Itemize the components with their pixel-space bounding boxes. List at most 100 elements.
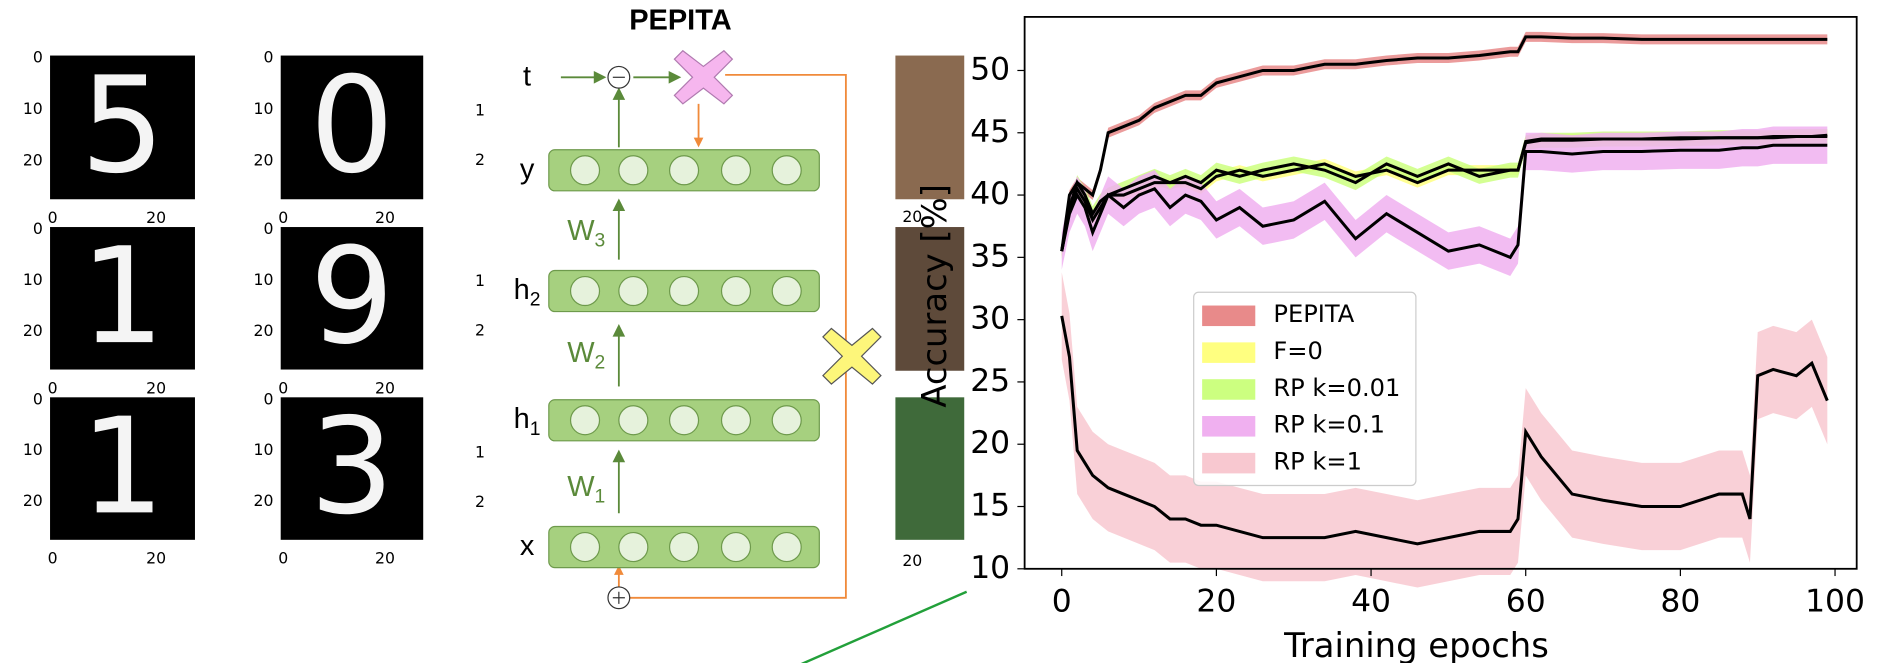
mnist-x-tick: 0 — [278, 549, 288, 568]
mnist-x-tick: 20 — [375, 549, 395, 568]
weight-label: W1 — [567, 471, 605, 508]
y-tick-label: 50 — [970, 51, 1010, 87]
cifar-y-tick: 1 — [475, 442, 485, 461]
layer-label-base: h — [514, 274, 530, 306]
mnist-y-tick: 0 — [263, 389, 273, 408]
y-tick-label: 45 — [970, 114, 1010, 150]
mnist-y-tick: 10 — [253, 99, 273, 118]
mnist-y-tick: 0 — [33, 48, 43, 67]
mnist-y-tick: 10 — [253, 270, 273, 289]
layer-label-base: x — [520, 530, 535, 562]
cifar-image — [895, 397, 964, 540]
legend-patch — [1202, 342, 1255, 363]
cifar-y-tick: 1 — [475, 271, 485, 290]
weight-label-base: W — [567, 471, 595, 503]
cifar-x-tick: 20 — [902, 551, 922, 570]
mnist-y-tick: 0 — [263, 219, 273, 238]
mnist-y-tick: 10 — [23, 99, 43, 118]
figure: PEPITA 501020020001020020101020020901020… — [0, 0, 1885, 663]
layer-label-sub: 1 — [530, 419, 541, 440]
mnist-y-tick: 10 — [23, 270, 43, 289]
neuron — [722, 277, 751, 306]
neuron — [670, 533, 699, 562]
diagram-title: PEPITA — [629, 4, 732, 36]
mnist-digit: 5 — [80, 49, 165, 203]
neuron — [772, 156, 801, 185]
y-tick-label: 10 — [970, 550, 1010, 586]
y-tick-label: 20 — [970, 425, 1010, 461]
y-tick-label: 30 — [970, 301, 1010, 337]
neuron — [619, 533, 648, 562]
neuron — [772, 406, 801, 435]
layer-label-base: y — [520, 153, 535, 185]
weight-label-sub: 1 — [595, 487, 606, 508]
layer-label: y — [520, 153, 535, 185]
neuron — [722, 533, 751, 562]
mnist-y-tick: 10 — [23, 440, 43, 459]
neuron — [772, 277, 801, 306]
weight-label-base: W — [567, 336, 595, 368]
cifar-y-tick: 2 — [475, 320, 485, 339]
mnist-x-tick: 0 — [278, 208, 288, 227]
neuron — [670, 406, 699, 435]
neuron — [670, 156, 699, 185]
neuron — [571, 533, 600, 562]
y-tick-label: 35 — [970, 238, 1010, 274]
modulation-cross — [674, 51, 732, 104]
mnist-x-tick: 0 — [278, 378, 288, 397]
legend-label: RP k=0.01 — [1273, 374, 1400, 402]
neuron — [619, 277, 648, 306]
cifar-y-tick: 2 — [475, 150, 485, 169]
x-tick-label: 60 — [1506, 584, 1546, 620]
layer-label: t — [523, 60, 531, 92]
y-tick-label: 15 — [970, 488, 1010, 524]
neuron — [772, 533, 801, 562]
x-tick-label: 0 — [1052, 584, 1072, 620]
diagram: PEPITA — [549, 4, 881, 608]
y-tick-label: 40 — [970, 176, 1010, 212]
neuron — [722, 406, 751, 435]
y-axis-label: Accuracy [%] — [915, 184, 954, 408]
layer-label-base: t — [523, 60, 531, 92]
neuron — [670, 277, 699, 306]
layer-label-base: h — [514, 403, 530, 435]
weight-label-sub: 2 — [595, 353, 606, 374]
weight-label-sub: 3 — [595, 231, 606, 252]
legend-patch — [1202, 306, 1255, 327]
neuron — [571, 156, 600, 185]
layer-label-sub: 2 — [530, 290, 541, 311]
legend-label: RP k=0.1 — [1273, 411, 1385, 439]
neuron — [571, 406, 600, 435]
mnist-y-tick: 20 — [23, 150, 43, 169]
legend-patch — [1202, 379, 1255, 400]
mnist-x-tick: 0 — [48, 208, 58, 227]
neuron — [619, 156, 648, 185]
mnist-digit: 9 — [310, 220, 395, 374]
x-axis-label: Training epochs — [1283, 626, 1549, 663]
mnist-x-tick: 0 — [48, 378, 58, 397]
arrow-head — [694, 138, 704, 148]
layer-label: h1 — [514, 403, 541, 440]
mnist-y-tick: 20 — [23, 491, 43, 510]
mnist-y-tick: 20 — [253, 491, 273, 510]
projection-cross — [823, 328, 881, 384]
x-tick-label: 80 — [1660, 584, 1700, 620]
mnist-y-tick: 0 — [33, 389, 43, 408]
x-tick-label: 100 — [1805, 584, 1865, 620]
mnist-x-tick: 0 — [48, 549, 58, 568]
mnist-y-tick: 0 — [263, 48, 273, 67]
legend-patch — [1202, 416, 1255, 437]
neuron — [722, 156, 751, 185]
mnist-y-tick: 0 — [33, 219, 43, 238]
mnist-digit: 1 — [80, 220, 165, 374]
mnist-x-tick: 20 — [146, 549, 166, 568]
legend-label: PEPITA — [1273, 300, 1354, 328]
cifar-y-tick: 2 — [475, 492, 485, 511]
mnist-y-tick: 20 — [253, 321, 273, 340]
mnist-digit: 1 — [80, 390, 165, 544]
connector — [773, 592, 966, 663]
mnist-digit: 0 — [310, 49, 395, 203]
mnist-y-tick: 20 — [23, 321, 43, 340]
mnist-digit: 3 — [310, 390, 395, 544]
